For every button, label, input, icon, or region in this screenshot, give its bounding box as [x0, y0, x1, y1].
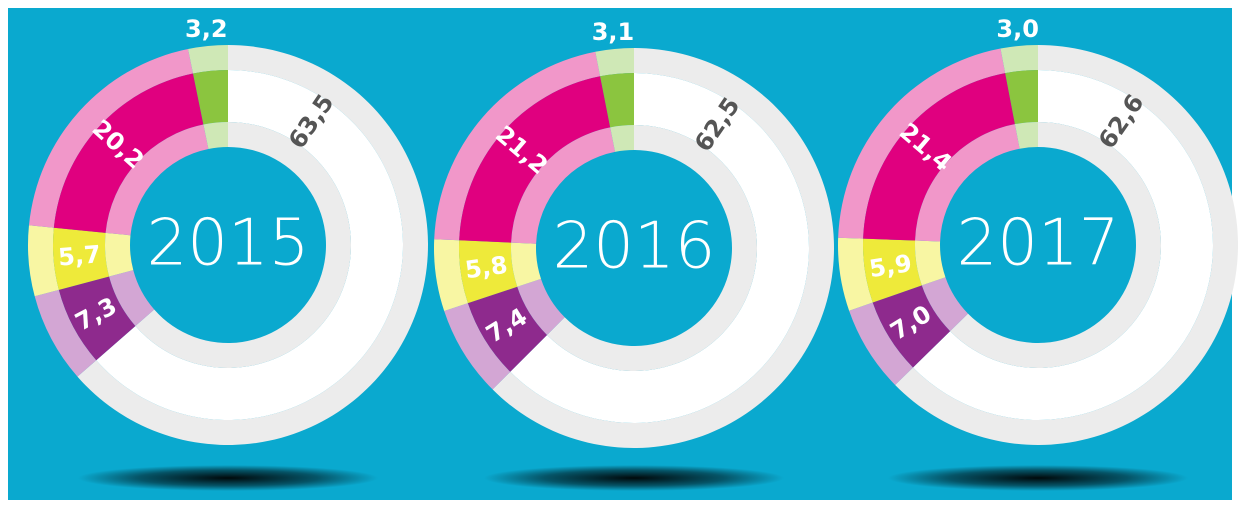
segment-middle — [53, 227, 110, 290]
segment-inner — [511, 127, 616, 244]
value-label: 3,0 — [996, 15, 1039, 43]
value-label: 5,9 — [867, 249, 913, 283]
segment-inner — [610, 125, 634, 152]
segment — [434, 239, 541, 311]
shadow — [484, 465, 784, 491]
year-title: 2017 — [957, 207, 1120, 281]
segment — [492, 48, 834, 449]
segment-outer — [444, 303, 511, 390]
segment — [77, 45, 429, 445]
value-label: 3,1 — [592, 18, 635, 46]
segment-outer — [1000, 45, 1038, 74]
segment — [434, 51, 616, 244]
segment-outer — [77, 45, 429, 445]
segment-inner — [1014, 122, 1038, 149]
segment-middle — [872, 285, 951, 368]
segment-outer — [595, 48, 634, 77]
segment — [28, 49, 209, 236]
segment-outer — [849, 302, 913, 385]
segment-middle — [459, 76, 611, 243]
segment-inner — [921, 277, 968, 332]
segment — [27, 225, 134, 297]
segment-outer — [895, 45, 1238, 445]
year-title: 2015 — [147, 207, 310, 281]
segment-inner — [203, 122, 228, 149]
segment — [838, 237, 946, 311]
shadow — [888, 465, 1188, 491]
value-label: 5,7 — [57, 240, 102, 271]
segment-outer — [34, 289, 97, 377]
segment-middle — [912, 70, 1214, 420]
segment-inner — [950, 122, 1161, 368]
year-title: 2016 — [553, 210, 716, 284]
segment-outer — [838, 48, 1006, 239]
segment-middle — [459, 240, 518, 304]
shadow — [78, 465, 378, 491]
value-label: 3,2 — [185, 15, 228, 43]
segment-inner — [915, 124, 1020, 242]
segment — [838, 48, 1020, 242]
segment — [895, 45, 1238, 445]
segment-outer — [28, 49, 194, 228]
segment-outer — [492, 48, 834, 449]
segment — [34, 270, 155, 377]
segment-inner — [915, 240, 946, 286]
segment-inner — [109, 270, 155, 326]
segment-middle — [1005, 70, 1038, 125]
segment-middle — [96, 70, 403, 421]
segment-middle — [863, 73, 1015, 241]
segment-middle — [863, 238, 922, 303]
segment — [595, 48, 634, 152]
segment-inner — [104, 232, 134, 277]
segment-inner — [105, 124, 209, 236]
segment — [849, 277, 968, 385]
segment-middle — [193, 70, 228, 125]
segment-inner — [135, 122, 351, 368]
segment-inner — [510, 242, 541, 287]
segment-inner — [517, 278, 565, 335]
segment-middle — [53, 73, 204, 233]
value-label: 5,8 — [463, 251, 509, 285]
segment-outer — [434, 51, 601, 241]
segment-middle — [467, 286, 548, 372]
segment — [444, 278, 565, 390]
segment-inner — [547, 125, 757, 372]
segment-outer — [188, 45, 228, 74]
segment-outer — [434, 239, 468, 311]
segment-outer — [838, 237, 873, 311]
segment-middle — [600, 73, 634, 128]
segment-outer — [27, 225, 59, 297]
segment — [1000, 45, 1038, 149]
segment — [188, 45, 228, 149]
segment-middle — [510, 73, 810, 423]
segment-middle — [58, 276, 136, 361]
